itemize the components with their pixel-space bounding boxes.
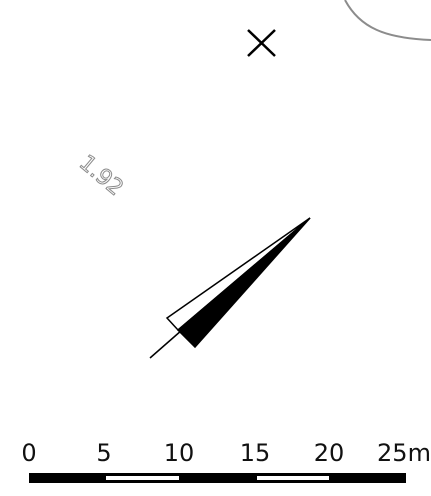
scale-tick-label: 0 [21,439,36,467]
scale-bar-outline [29,473,406,483]
scale-tick-label: 20 [314,439,345,467]
scale-tick-label: 5 [96,439,111,467]
scale-tick-label: 15 [240,439,271,467]
x-cross-marker-icon [247,29,276,57]
scale-tick-label: 10 [164,439,195,467]
scale-bar-labels: 0 5 10 15 20 25m [21,439,431,467]
contour-line [344,0,431,41]
north-arrow-icon [149,217,311,359]
scale-tick-label: 25m [377,439,431,467]
elevation-label: 1.92 [74,150,128,201]
scale-bar-segment-white [106,476,179,480]
scale-bar-segment-white [257,476,329,480]
scale-bar [29,473,406,483]
